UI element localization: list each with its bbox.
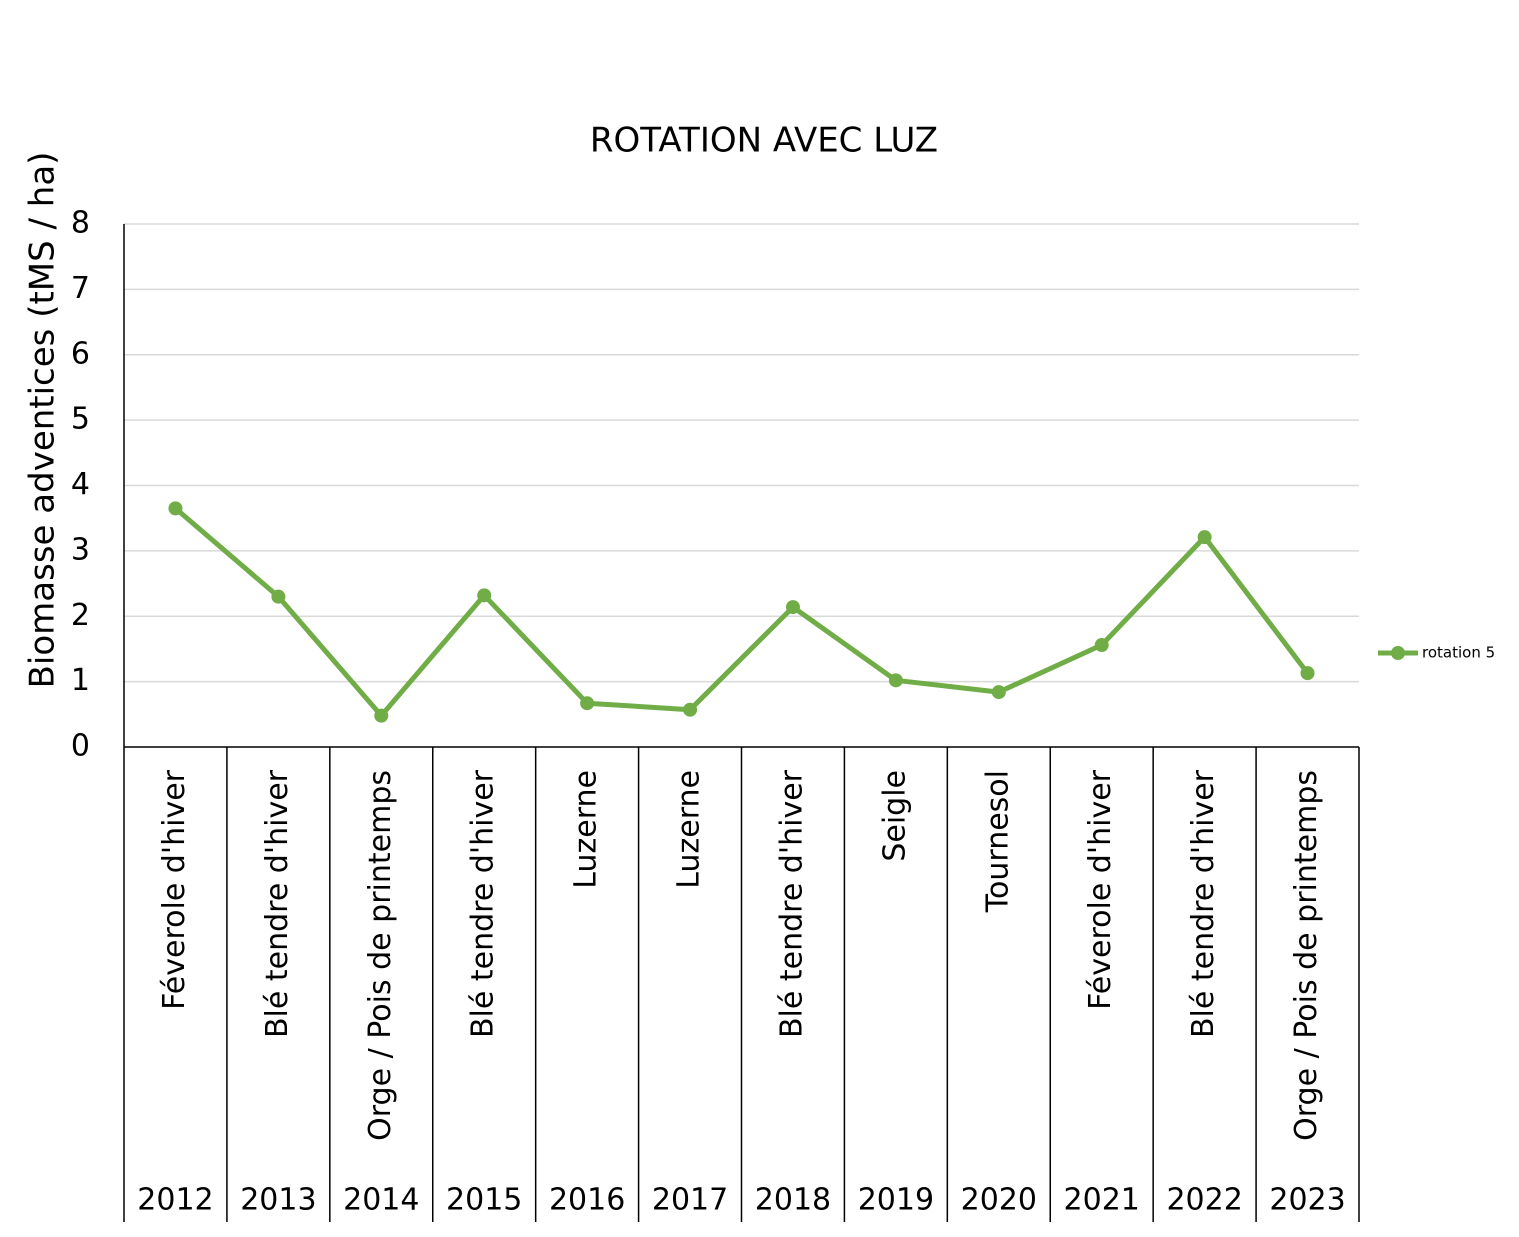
y-tick-label: 2 (71, 598, 90, 633)
series-line (173, 506, 1310, 719)
x-tick-label: 2022 (1166, 1183, 1242, 1218)
crop-label: Luzerne (569, 770, 604, 889)
data-point (168, 501, 183, 516)
legend-label: rotation 5 (1422, 644, 1495, 662)
y-tick-label: 4 (71, 467, 90, 502)
data-point (1094, 638, 1109, 653)
y-tick-label: 6 (71, 336, 90, 371)
crop-label: Seigle (877, 770, 912, 862)
x-tick-label: 2015 (446, 1183, 522, 1218)
x-tick-label: 2020 (961, 1183, 1037, 1218)
crop-label: Féverole d'hiver (1083, 769, 1118, 1009)
x-tick-label: 2016 (549, 1183, 625, 1218)
x-tick-label: 2023 (1269, 1183, 1345, 1218)
data-point (477, 588, 492, 603)
crop-label: Blé tendre d'hiver (260, 769, 295, 1038)
data-point (785, 600, 800, 615)
crop-label: Tournesol (980, 770, 1015, 913)
x-tick-label: 2017 (652, 1183, 728, 1218)
y-axis-label: Biomasse adventices (tMS / ha) (23, 152, 63, 689)
data-point (683, 702, 698, 717)
crop-label: Blé tendre d'hiver (466, 769, 501, 1038)
y-tick-label: 1 (71, 663, 90, 698)
crop-label: Orge / Pois de printemps (363, 770, 398, 1141)
crop-label: Orge / Pois de printemps (1289, 770, 1324, 1141)
x-tick-label: 2013 (240, 1183, 316, 1218)
data-point (271, 589, 286, 604)
y-tick-label: 3 (71, 532, 90, 567)
x-tick-label: 2018 (755, 1183, 831, 1218)
legend-marker (1391, 646, 1405, 660)
crop-label: Luzerne (672, 770, 707, 889)
y-tick-label: 5 (71, 402, 90, 437)
y-tick-label: 8 (71, 206, 90, 241)
x-tick-label: 2012 (137, 1183, 213, 1218)
chart-title: ROTATION AVEC LUZ (590, 121, 938, 161)
data-point (1300, 666, 1315, 681)
data-point (1197, 530, 1212, 545)
x-tick-label: 2014 (343, 1183, 419, 1218)
y-tick-label: 0 (71, 729, 90, 764)
y-tick-label: 7 (71, 271, 90, 306)
data-point (991, 685, 1006, 700)
data-point (374, 708, 389, 723)
crop-label: Féverole d'hiver (157, 769, 192, 1009)
data-point (888, 673, 903, 688)
crop-label: Blé tendre d'hiver (774, 769, 809, 1038)
x-tick-label: 2019 (858, 1183, 934, 1218)
data-point (580, 696, 595, 711)
x-tick-label: 2021 (1064, 1183, 1140, 1218)
crop-label: Blé tendre d'hiver (1186, 769, 1221, 1038)
